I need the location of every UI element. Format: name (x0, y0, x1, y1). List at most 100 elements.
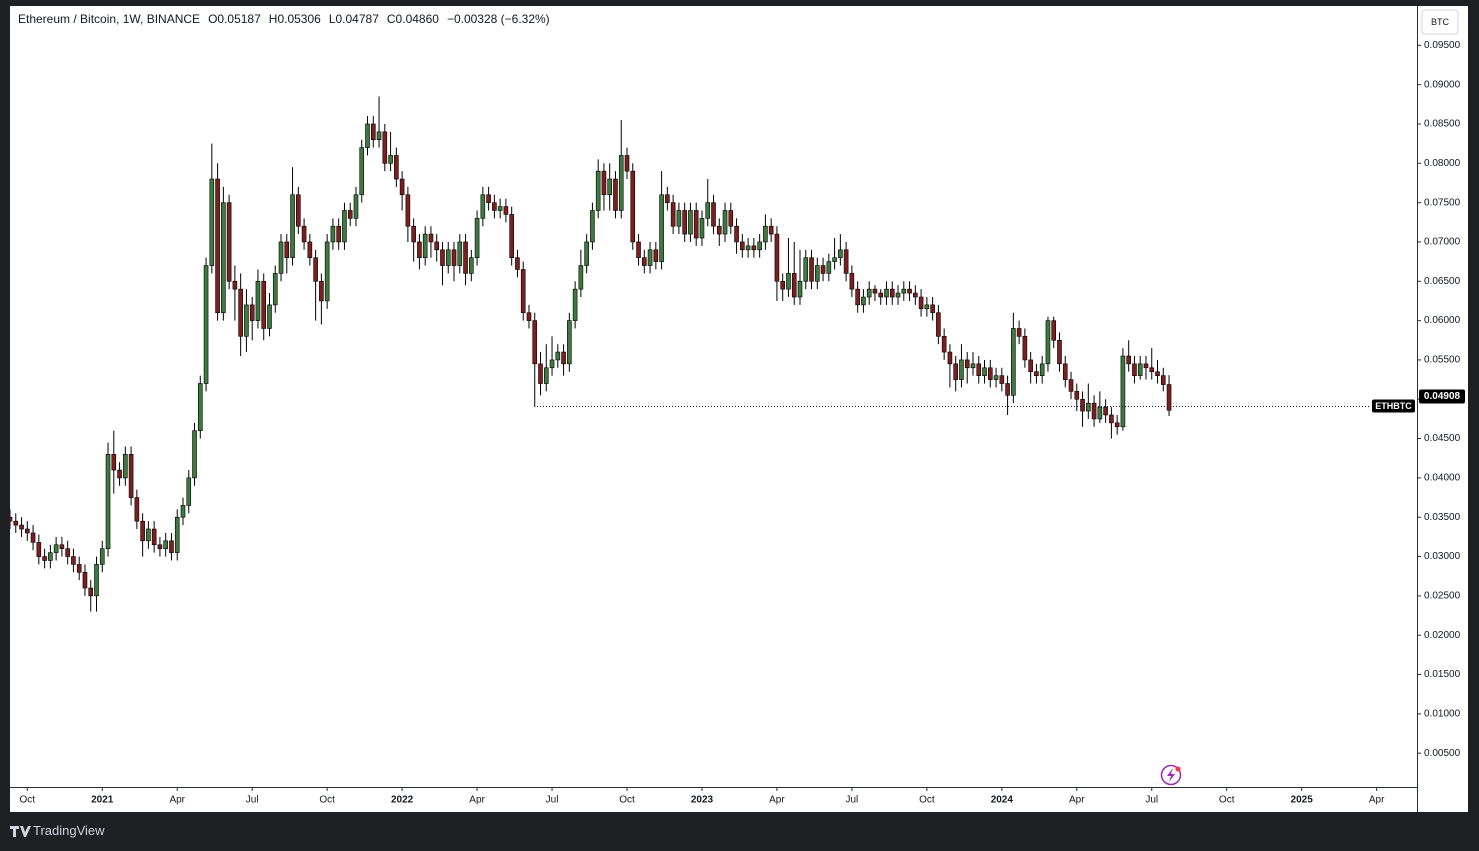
y-tick-label: 0.04000 (1424, 473, 1461, 484)
legend-header: Ethereum / Bitcoin, 1W, BINANCE O0.05187 H… (18, 12, 550, 26)
candle-body (1034, 371, 1039, 376)
candle-body (918, 296, 924, 310)
candle-body (705, 202, 711, 219)
candle-body (497, 206, 503, 211)
y-tick-label: 0.04500 (1424, 433, 1461, 444)
candle-body (1086, 402, 1091, 412)
candle-body (982, 367, 987, 376)
candle-body (146, 528, 151, 542)
candle-body (388, 155, 393, 164)
currency-button[interactable] (1421, 9, 1459, 35)
candle-body (296, 194, 301, 227)
candle-body (1103, 406, 1108, 416)
candle-body (203, 265, 209, 384)
candle-body (895, 292, 901, 298)
candle-body (272, 273, 278, 306)
candle-body (1016, 328, 1022, 337)
plot-area (10, 96, 1371, 612)
candle-body (10, 516, 13, 522)
candle-body (36, 542, 42, 557)
candle-body (336, 225, 341, 243)
candle-body (192, 430, 197, 479)
notification-dot[interactable] (1175, 766, 1181, 772)
candle-body (503, 206, 509, 215)
candle-body (538, 363, 543, 384)
candle-body (215, 178, 220, 314)
y-tick-label: 0.06000 (1424, 315, 1461, 326)
chart-background (10, 6, 1468, 812)
candle-body (780, 280, 785, 290)
candle-body (221, 202, 226, 314)
candle-body (618, 155, 624, 211)
candle-body (1011, 328, 1016, 396)
y-tick-label: 0.01500 (1424, 669, 1461, 680)
candle-body (803, 257, 809, 282)
candle-body (342, 210, 347, 243)
x-tick-label: 2025 (1291, 795, 1314, 806)
x-tick-label: Oct (20, 795, 36, 806)
candle-body (653, 249, 659, 262)
candle-body (693, 210, 699, 239)
candle-body (307, 241, 313, 258)
candle-body (1132, 363, 1137, 376)
candle-body (670, 202, 676, 227)
candle-body (1074, 391, 1080, 400)
candle-body (636, 241, 641, 258)
candle-body (451, 249, 457, 266)
x-tick-label: Jul (246, 795, 259, 806)
candle-body (791, 273, 797, 298)
lightning-bolt[interactable] (1167, 768, 1175, 782)
candle-body (169, 540, 174, 553)
candle-body (976, 363, 982, 376)
candle-body (1068, 379, 1074, 392)
candle-body (999, 375, 1005, 384)
lightning-circle[interactable] (1160, 764, 1182, 786)
candle-body (872, 288, 878, 294)
candle-body (797, 280, 803, 298)
x-tick-label: Jul (845, 795, 858, 806)
candle-body (197, 383, 203, 432)
candle-body (1022, 336, 1028, 361)
symbol-label: ETHBTC (1375, 401, 1412, 411)
candle-body (1137, 363, 1143, 376)
candle-body (1080, 398, 1085, 412)
currency-label[interactable]: BTC (1431, 17, 1450, 27)
candle-body (440, 249, 445, 266)
candle-body (30, 532, 36, 543)
candle-body (1149, 367, 1155, 373)
candle-body (855, 288, 860, 306)
y-tick-label: 0.05500 (1424, 355, 1461, 366)
candle-body (936, 312, 941, 337)
brand-logo[interactable]: TradingView (10, 823, 105, 838)
x-tick-label: Apr (169, 795, 185, 806)
candle-body (1005, 383, 1010, 396)
candle-body (941, 336, 947, 353)
brand-icon[interactable] (10, 826, 31, 837)
x-tick-label: 2022 (391, 795, 414, 806)
candle-body (134, 497, 140, 522)
candle-body (128, 454, 134, 498)
candle-body (59, 544, 65, 549)
x-tick-label: 2023 (691, 795, 714, 806)
candle-body (647, 249, 653, 266)
brand-name[interactable]: TradingView (33, 823, 105, 838)
candle-body (1028, 359, 1033, 373)
y-tick-label: 0.03500 (1424, 512, 1461, 523)
candle-body (13, 520, 19, 526)
candle-body (515, 257, 520, 270)
ohlc-low: L0.04787 (329, 12, 379, 26)
candle-body (716, 225, 722, 235)
candle-body (601, 170, 607, 196)
lightning-icon[interactable] (1160, 764, 1182, 786)
y-tick-label: 0.06500 (1424, 276, 1461, 287)
candle-body (970, 363, 976, 369)
candle-body (526, 312, 532, 321)
candle-body (1143, 363, 1149, 369)
candle-body (71, 556, 76, 565)
candle-body (365, 123, 370, 148)
y-tick-label: 0.02000 (1424, 630, 1461, 641)
candle-body (399, 178, 405, 196)
candle-body (866, 288, 872, 298)
candle-body (1039, 363, 1045, 376)
candle-body (480, 194, 486, 219)
